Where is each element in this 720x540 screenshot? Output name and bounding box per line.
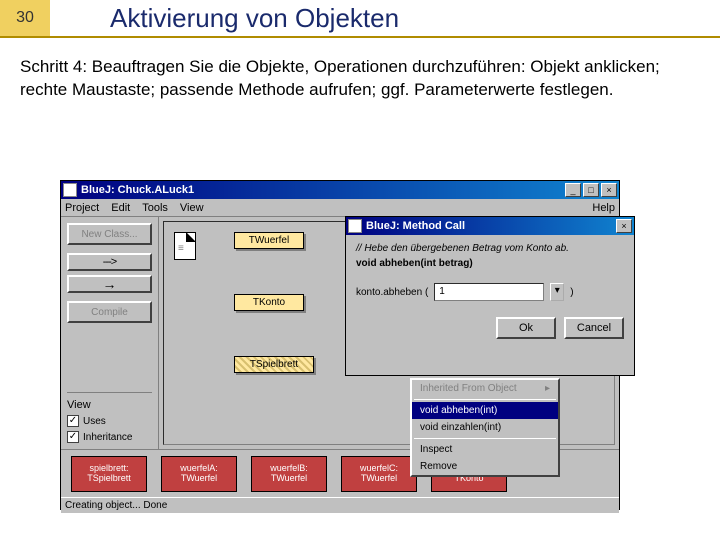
method-signature: void abheben(int betrag) [356,258,624,269]
menu-view[interactable]: View [180,202,204,214]
bluej-app-icon [348,219,362,233]
param-input[interactable]: 1 [434,283,544,301]
slide-number: 30 [0,0,50,36]
obj-type: TWuerfel [361,474,397,484]
bluej-menubar: Project Edit Tools View Help [61,199,619,217]
obj-type: TWuerfel [271,474,307,484]
ctx-abheben[interactable]: void abheben(int) [412,402,558,419]
cancel-button[interactable]: Cancel [564,317,624,339]
ctx-inherited[interactable]: Inherited From Object ▸ [412,380,558,397]
bluej-sidebar: New Class... Compile View ✓ Uses ✓ Inher… [61,217,159,449]
menu-edit[interactable]: Edit [111,202,130,214]
class-tspielbrett[interactable]: TSpielbrett [234,356,314,373]
ctx-einzahlen[interactable]: void einzahlen(int) [412,419,558,436]
checkbox-icon: ✓ [67,415,79,427]
bluej-app-icon [63,183,77,197]
status-bar: Creating object... Done [61,497,619,513]
inheritance-label: Inheritance [83,432,132,443]
object-instance[interactable]: wuerfelB: TWuerfel [251,456,327,492]
ctx-inherited-label: Inherited From Object [420,383,517,394]
uses-checkbox-row[interactable]: ✓ Uses [67,415,152,427]
context-menu: Inherited From Object ▸ void abheben(int… [410,378,560,477]
close-button[interactable]: × [601,183,617,197]
method-comment: // Hebe den übergebenen Betrag vom Konto… [356,243,624,254]
history-dropdown-icon[interactable]: ▾ [550,283,564,301]
inherit-arrow-button[interactable] [67,275,152,293]
ctx-inspect[interactable]: Inspect [412,441,558,458]
menu-tools[interactable]: Tools [142,202,168,214]
dialog-titlebar: BlueJ: Method Call × [346,217,634,235]
object-instance[interactable]: spielbrett: TSpielbrett [71,456,147,492]
slide-title: Aktivierung von Objekten [50,0,720,36]
submenu-arrow-icon: ▸ [545,383,550,394]
bluej-title: BlueJ: Chuck.ALuck1 [81,184,565,196]
object-instance[interactable]: wuerfelA: TWuerfel [161,456,237,492]
ok-button[interactable]: Ok [496,317,556,339]
dialog-title: BlueJ: Method Call [366,220,616,232]
menu-project[interactable]: Project [65,202,99,214]
minimize-button[interactable]: _ [565,183,581,197]
object-instance[interactable]: wuerfelC: TWuerfel [341,456,417,492]
bluej-titlebar: BlueJ: Chuck.ALuck1 _ □ × [61,181,619,199]
method-call-dialog: BlueJ: Method Call × // Hebe den übergeb… [345,216,635,376]
uses-label: Uses [83,416,106,427]
view-label: View [67,399,152,411]
close-paren: ) [570,287,573,298]
ctx-remove[interactable]: Remove [412,458,558,475]
compile-button[interactable]: Compile [67,301,152,323]
separator [414,438,556,439]
class-tkonto[interactable]: TKonto [234,294,304,311]
menu-help[interactable]: Help [592,202,615,214]
checkbox-icon: ✓ [67,431,79,443]
uses-arrow-button[interactable] [67,253,152,271]
separator [414,399,556,400]
dialog-close-button[interactable]: × [616,219,632,233]
call-label: konto.abheben ( [356,287,428,298]
new-class-button[interactable]: New Class... [67,223,152,245]
slide-body-text: Schritt 4: Beauftragen Sie die Objekte, … [0,38,720,110]
inheritance-checkbox-row[interactable]: ✓ Inheritance [67,431,152,443]
maximize-button[interactable]: □ [583,183,599,197]
slide-header: 30 Aktivierung von Objekten [0,0,720,38]
obj-type: TSpielbrett [87,474,131,484]
readme-icon[interactable] [174,232,196,260]
obj-type: TWuerfel [181,474,217,484]
class-twuerfel[interactable]: TWuerfel [234,232,304,249]
